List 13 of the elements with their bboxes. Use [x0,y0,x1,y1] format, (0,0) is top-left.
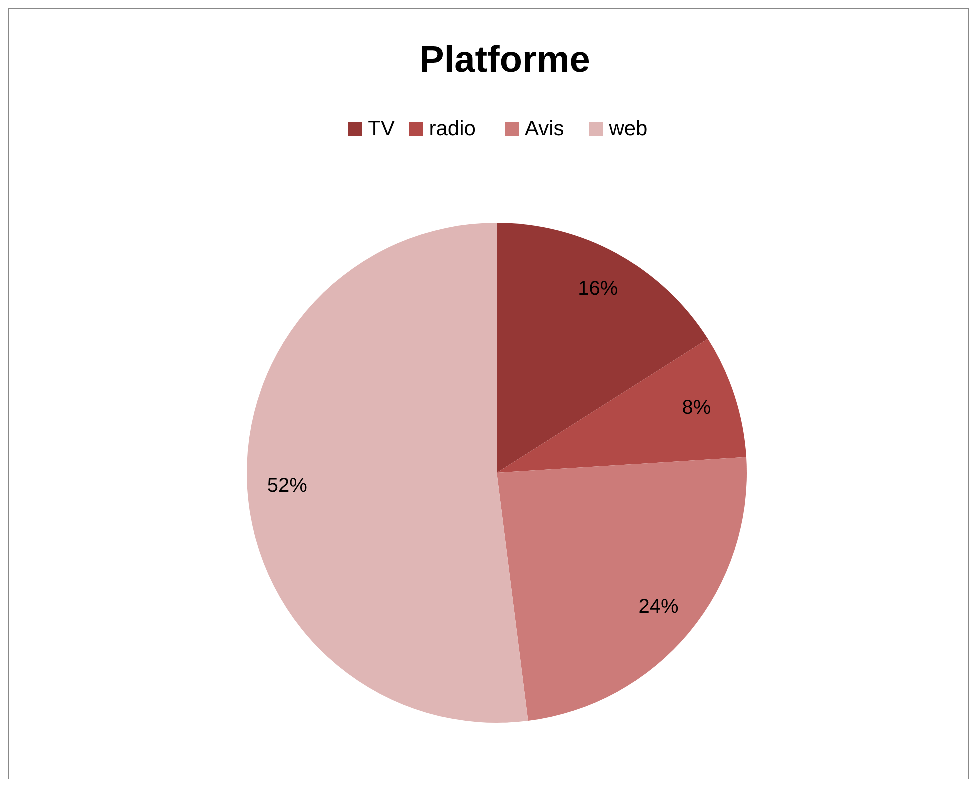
pie-slice [497,339,747,473]
data-label: 52% [267,475,308,498]
data-label: 16% [578,278,618,300]
legend-label: radio [429,118,476,140]
pie-slice [497,457,747,722]
data-label: 24% [638,596,680,618]
chart-title: Platforme [420,39,590,80]
legend-label: TV [368,118,395,140]
legend-label: Avis [525,118,564,140]
pie-slice [247,223,528,723]
data-label: 8% [682,397,712,420]
pie-slice [497,223,708,473]
legend-label: web [608,118,648,140]
